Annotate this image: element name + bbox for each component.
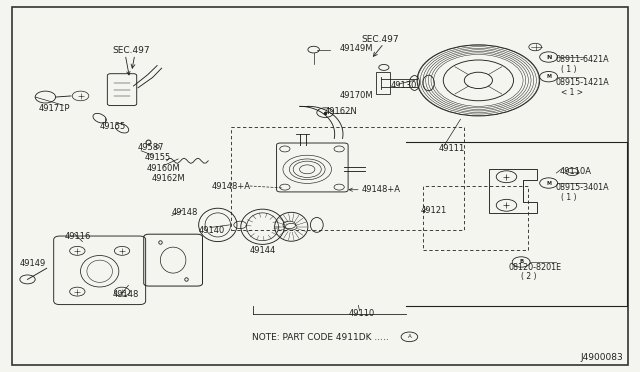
Text: M: M [546,180,551,186]
Bar [424,186,527,250]
Text: 49110A: 49110A [559,167,591,176]
Text: NOTE: PART CODE 4911DK .....: NOTE: PART CODE 4911DK ..... [252,333,388,343]
Text: 08120-8201E: 08120-8201E [508,263,561,272]
Text: SEC.497: SEC.497 [113,46,150,55]
Circle shape [444,60,513,101]
Text: 49148: 49148 [172,208,198,217]
Text: 49162N: 49162N [325,108,358,116]
Text: 49148+A: 49148+A [362,185,401,194]
Text: 49116: 49116 [65,231,91,241]
Text: 49155: 49155 [100,122,126,131]
Text: ( 1 ): ( 1 ) [561,65,577,74]
Text: 49140: 49140 [198,226,225,235]
Text: < 1 >: < 1 > [561,88,584,97]
Text: 49155: 49155 [145,153,171,162]
Bar [376,72,390,94]
Text: 49148: 49148 [113,290,139,299]
Text: 49144: 49144 [250,246,276,254]
Text: N: N [546,55,551,60]
Text: SEC.497: SEC.497 [362,35,399,44]
Text: 49148+A: 49148+A [211,182,250,190]
Text: J4900083: J4900083 [580,353,623,362]
Text: 49121: 49121 [421,206,447,215]
Text: 49171P: 49171P [39,104,70,113]
Text: A: A [408,334,412,339]
Text: B: B [519,260,524,264]
Text: 49160M: 49160M [147,164,180,173]
Text: M: M [546,74,551,79]
Text: 08915-1421A: 08915-1421A [555,78,609,87]
Text: 49162M: 49162M [152,174,185,183]
Text: 08911-6421A: 08911-6421A [555,55,609,64]
Text: 49149M: 49149M [339,44,372,53]
Text: 49111: 49111 [438,144,465,153]
Text: 49149: 49149 [20,259,46,268]
Text: ( 2 ): ( 2 ) [521,272,537,281]
Text: 49170M: 49170M [339,91,372,100]
Text: ( 1 ): ( 1 ) [561,193,577,202]
Text: 08915-3401A: 08915-3401A [555,183,609,192]
Text: 49130: 49130 [390,81,417,90]
Text: 49110: 49110 [349,310,375,318]
Text: 49587: 49587 [138,142,164,151]
